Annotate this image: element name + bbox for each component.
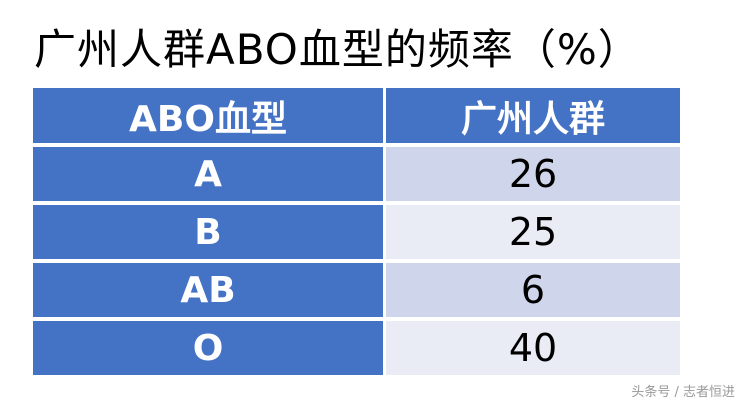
blood-type-table: ABO血型 广州人群 A 26 B 25 AB 6 O 40 (33, 88, 680, 375)
frequency-cell: 6 (386, 259, 680, 317)
blood-type-cell: A (33, 143, 386, 201)
frequency-cell: 26 (386, 143, 680, 201)
blood-type-cell: B (33, 201, 386, 259)
table-row: O 40 (33, 317, 680, 375)
table-row: AB 6 (33, 259, 680, 317)
slide-title: 广州人群ABO血型的频率（%） (34, 25, 641, 74)
watermark: 头条号 / 志者恒进 (631, 385, 735, 400)
header-guangzhou: 广州人群 (386, 88, 680, 143)
header-row: ABO血型 广州人群 (33, 88, 680, 143)
blood-type-cell: AB (33, 259, 386, 317)
table-row: A 26 (33, 143, 680, 201)
table-row: B 25 (33, 201, 680, 259)
blood-type-cell: O (33, 317, 386, 375)
frequency-cell: 40 (386, 317, 680, 375)
frequency-cell: 25 (386, 201, 680, 259)
header-blood-type: ABO血型 (33, 88, 386, 143)
